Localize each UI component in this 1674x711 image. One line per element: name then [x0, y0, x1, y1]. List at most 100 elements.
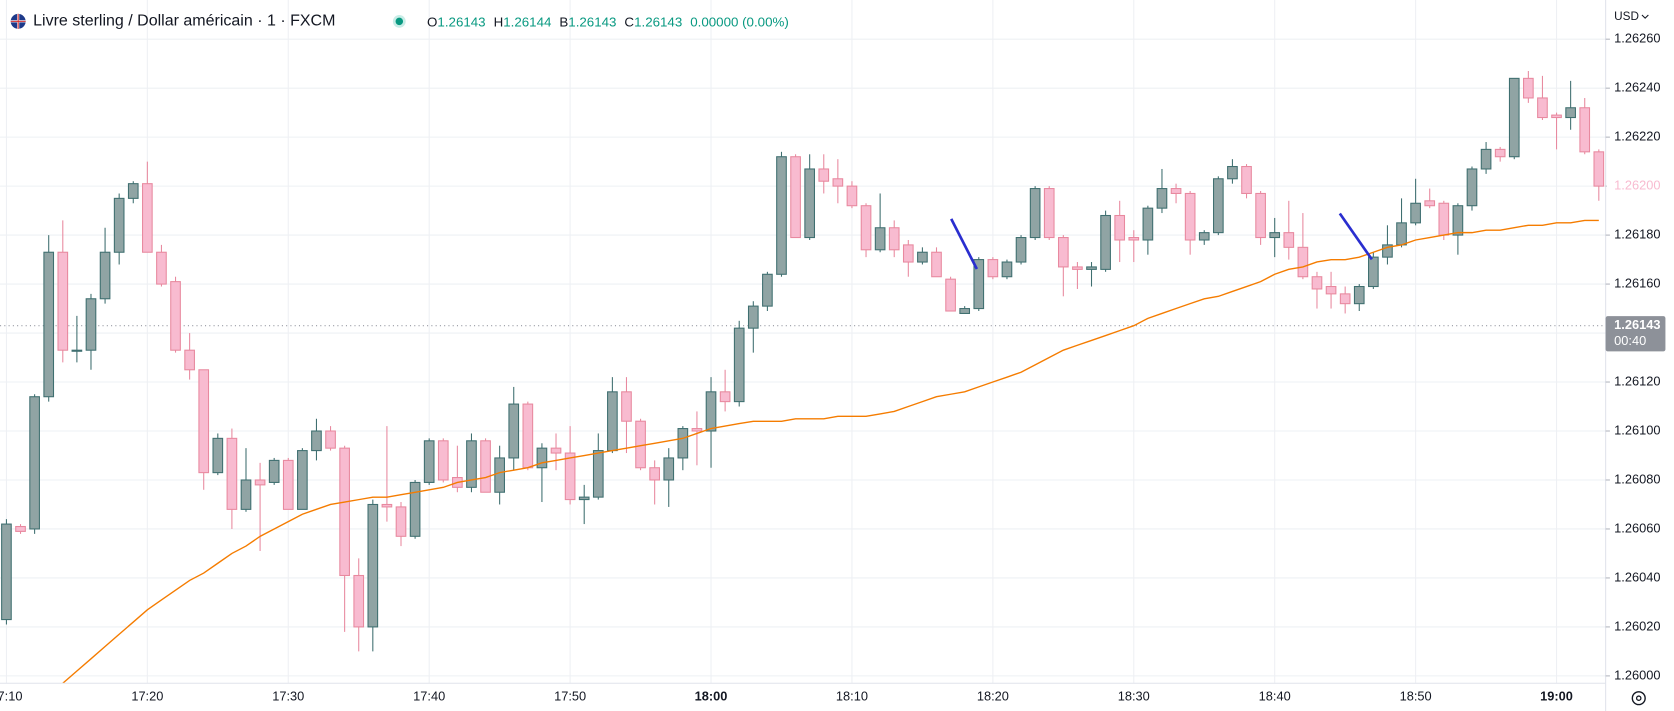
- candle-body: [1537, 97, 1548, 119]
- ohlc-key: H: [494, 14, 504, 29]
- candle-body: [1142, 207, 1154, 241]
- candle-body: [1466, 168, 1478, 207]
- candle-body: [226, 437, 238, 510]
- candle-body: [776, 156, 787, 275]
- candle-body: [790, 156, 801, 239]
- countdown-label: 00:40: [1614, 333, 1646, 348]
- y-tick-label: 1.26160: [1614, 275, 1660, 290]
- trend-line[interactable]: [1338, 212, 1373, 261]
- candle-body: [1, 523, 12, 621]
- candle-body: [1353, 285, 1365, 305]
- y-tick-label: 1.26100: [1614, 422, 1660, 437]
- settings-icon[interactable]: [1631, 691, 1646, 706]
- x-tick-label: 17:40: [413, 689, 445, 704]
- last-price-label: 1.26143: [1614, 317, 1660, 332]
- moving-average: [62, 219, 1599, 684]
- candle-body: [1184, 192, 1196, 241]
- candle-body: [902, 244, 914, 263]
- candle-body: [1579, 107, 1591, 153]
- candle-body: [156, 251, 167, 285]
- y-tick-label: 1.26180: [1614, 226, 1660, 241]
- candle-body: [29, 396, 40, 530]
- grid: [0, 0, 1606, 684]
- y-tick-label: 1.26020: [1614, 618, 1660, 633]
- trend-line[interactable]: [950, 218, 979, 270]
- candle-body: [705, 391, 717, 432]
- candle-body: [663, 457, 675, 481]
- candle-body: [466, 440, 477, 488]
- candle-body: [1170, 188, 1182, 194]
- candle-body: [874, 227, 886, 251]
- candle-body: [917, 251, 928, 263]
- flag-icon: [10, 13, 26, 29]
- candle-body: [1480, 148, 1492, 170]
- y-tick-label: 1.26080: [1614, 471, 1660, 486]
- candle-body: [1368, 256, 1379, 288]
- candle-body: [832, 178, 844, 187]
- candle-body: [142, 183, 153, 253]
- x-tick-label: 19:00: [1540, 689, 1573, 704]
- candle-body: [212, 437, 224, 474]
- candle-body: [733, 327, 745, 403]
- currency-selector[interactable]: USD: [1614, 10, 1639, 23]
- candle-body: [592, 450, 604, 498]
- candle-body: [607, 391, 618, 452]
- candle-body: [339, 447, 350, 577]
- candle-body: [85, 298, 97, 351]
- candle-body: [1593, 151, 1605, 187]
- candle-body: [43, 251, 55, 398]
- candle-body: [127, 183, 139, 199]
- x-tick-label: 17:10: [0, 689, 22, 704]
- candle-body: [99, 251, 111, 300]
- candle-body: [578, 496, 590, 501]
- candle-body: [987, 259, 999, 278]
- plot: [0, 71, 1606, 684]
- candle-body: [747, 305, 759, 329]
- candle-body: [423, 440, 435, 483]
- candle-body: [621, 391, 632, 422]
- candle-body: [1057, 237, 1069, 268]
- candle-body: [818, 168, 830, 182]
- candle-body: [1241, 165, 1252, 194]
- candle-body: [1043, 188, 1055, 239]
- x-tick-label: 17:50: [554, 689, 586, 704]
- candle-body: [409, 481, 421, 537]
- ohlc-value: 1.26143: [437, 14, 485, 29]
- candle-body: [536, 447, 548, 469]
- candle-body: [71, 349, 83, 352]
- symbol-title[interactable]: Livre sterling / Dollar américain · 1 · …: [33, 13, 335, 30]
- x-tick-label: 17:30: [272, 689, 304, 704]
- candle-body: [1438, 202, 1450, 236]
- candle-body: [1212, 178, 1224, 234]
- candle-body: [198, 369, 210, 474]
- candle-body: [15, 525, 26, 532]
- candle-body: [311, 430, 322, 452]
- legend-header: Livre sterling / Dollar américain · 1 · …: [10, 13, 789, 30]
- candle-body: [649, 467, 660, 481]
- candle-body: [1100, 214, 1111, 270]
- x-tick-label: 18:30: [1118, 689, 1150, 704]
- candle-body: [480, 440, 491, 493]
- candle-body: [973, 259, 985, 310]
- ohlc-value: 1.26143: [634, 14, 682, 29]
- candle-body: [1029, 188, 1041, 239]
- candle-body: [522, 403, 534, 469]
- candle-body: [437, 440, 449, 481]
- y-tick-label: 1.26040: [1614, 569, 1660, 584]
- candle-body: [846, 185, 858, 207]
- candle-body: [1410, 202, 1421, 224]
- candle-body: [1072, 266, 1083, 270]
- candle-body: [550, 447, 562, 454]
- candle-body: [113, 197, 125, 253]
- candle-body: [1339, 293, 1351, 305]
- candle-body: [1086, 266, 1097, 270]
- candle-body: [240, 479, 252, 510]
- x-tick-label: 18:10: [836, 689, 868, 704]
- candle-body: [184, 349, 195, 371]
- candle-body: [1424, 200, 1436, 207]
- candle-body: [1227, 165, 1238, 180]
- candle-body: [1494, 148, 1506, 158]
- ohlc-values: O1.26143 H1.26144 B1.26143 C1.26143 0.00…: [427, 14, 789, 29]
